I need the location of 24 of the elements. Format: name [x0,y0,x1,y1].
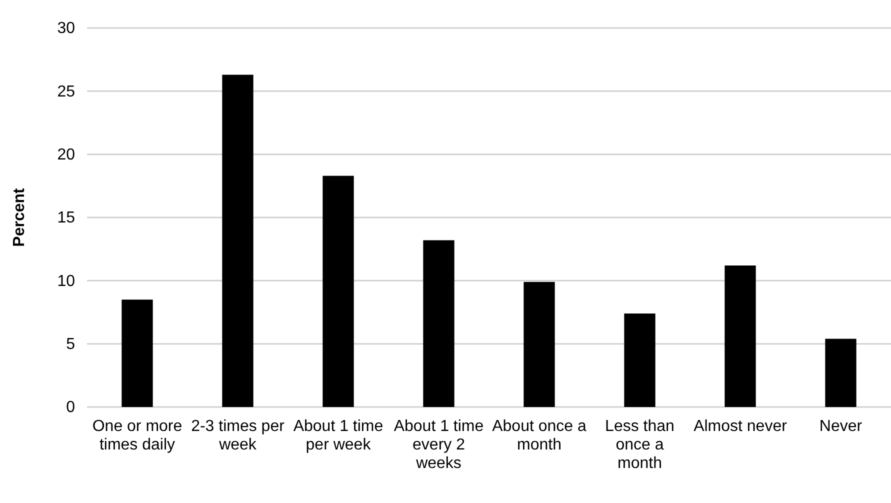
bar [524,282,555,407]
x-tick-label: About 1 time per week [293,418,384,454]
x-tick-label: Less than once a month [605,418,674,472]
bar [724,266,756,407]
y-axis-title: Percent [11,187,28,247]
x-tick-label: Never [819,418,863,435]
bar [122,300,153,407]
y-tick-label: 20 [57,146,76,164]
bar [322,176,354,407]
x-tick-label: Almost never [694,418,788,435]
y-tick-label: 30 [57,20,76,38]
x-tick-label: One or more times daily [92,418,182,454]
bar [624,314,656,407]
y-tick-label: 25 [57,83,76,100]
y-tick-label: 0 [66,399,76,416]
bar [423,240,454,407]
x-tick-label: About 1 time every 2 weeks [394,418,484,472]
y-tick-label: 5 [66,336,76,353]
bar [825,338,856,407]
x-tick-label: About once a month [492,418,586,454]
bar [222,74,254,407]
y-tick-label: 15 [57,210,76,227]
y-tick-label: 10 [57,272,76,290]
x-tick-label: 2-3 times per week [191,418,286,454]
